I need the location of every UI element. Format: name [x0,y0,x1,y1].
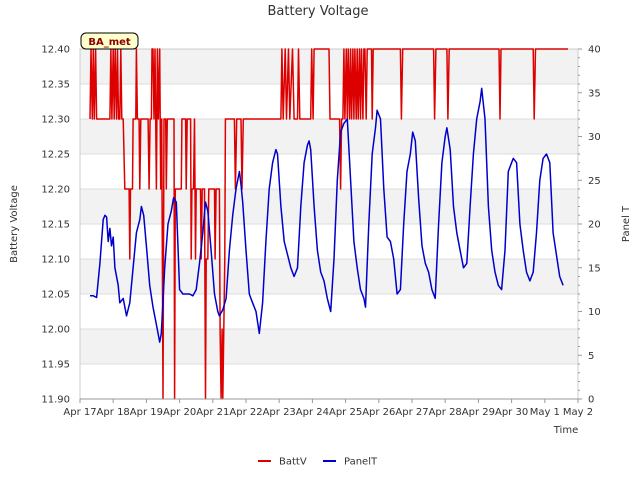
y-tick-label: 11.95 [41,360,70,371]
series-line-battv [89,48,568,400]
x-tick-label: Apr 25 [329,407,362,418]
x-tick-label: Apr 23 [263,407,296,418]
y2-tick-label: 25 [588,176,601,187]
y-tick-label: 12.35 [41,80,70,91]
x-tick-label: Apr 28 [429,407,462,418]
x-tick-label: Apr 18 [97,407,130,418]
y-tick-label: 12.10 [41,255,70,266]
x-tick-label: Apr 19 [130,407,163,418]
x-tick-label: Apr 29 [462,407,495,418]
y-tick-label: 12.05 [41,290,70,301]
y2-tick-label: 5 [588,351,594,362]
x-tick-label: May 1 [530,407,560,418]
y-tick-label: 12.00 [41,325,70,336]
y2-tick-label: 10 [588,307,601,318]
legend: BattV PanelT [258,457,378,468]
station-badge-label: BA_met [88,37,131,48]
y-tick-label: 12.20 [41,185,70,196]
background-band [80,189,578,224]
y-tick-label: 12.15 [41,220,70,231]
x-tick-label: Apr 24 [296,407,329,418]
x-axis-title: Time [553,425,578,436]
legend-label-panelt: PanelT [344,457,378,468]
y2-tick-label: 0 [588,395,594,406]
chart-title: Battery Voltage [267,4,368,19]
station-badge-box [80,32,139,50]
y2-tick-label: 20 [588,220,601,231]
y2-tick-label: 15 [588,263,601,274]
y-axis-title: Battery Voltage [9,185,20,263]
y-tick-label: 12.25 [41,150,70,161]
y-tick-label: 12.40 [41,45,70,56]
y-tick-label: 12.30 [41,115,70,126]
x-tick-label: Apr 27 [395,407,428,418]
series-layer [89,48,568,400]
x-tick-label: Apr 30 [495,407,528,418]
x-tick-label: Apr 21 [196,407,229,418]
background-band [80,329,578,364]
x-tick-label: Apr 17 [63,407,96,418]
x-tick-label: Apr 20 [163,407,196,418]
y2-axis-title: Panel T [621,205,632,242]
series-line-panelt [90,87,564,343]
station-badge: BA_met [80,32,139,50]
x-tick-label: Apr 22 [229,407,262,418]
background-band [80,119,578,154]
y2-tick-label: 35 [588,88,601,99]
legend-label-battv: BattV [279,457,307,468]
axes: Apr 17 Apr 18 Apr 19 Apr 20 Apr 21 Apr 22 Apr … [41,45,600,419]
y2-tick-label: 30 [588,132,601,143]
x-tick-label: Apr 26 [362,407,395,418]
y2-tick-label: 40 [588,45,601,56]
y-tick-label: 11.90 [41,395,70,406]
x-tick-label: May 2 [563,407,593,418]
